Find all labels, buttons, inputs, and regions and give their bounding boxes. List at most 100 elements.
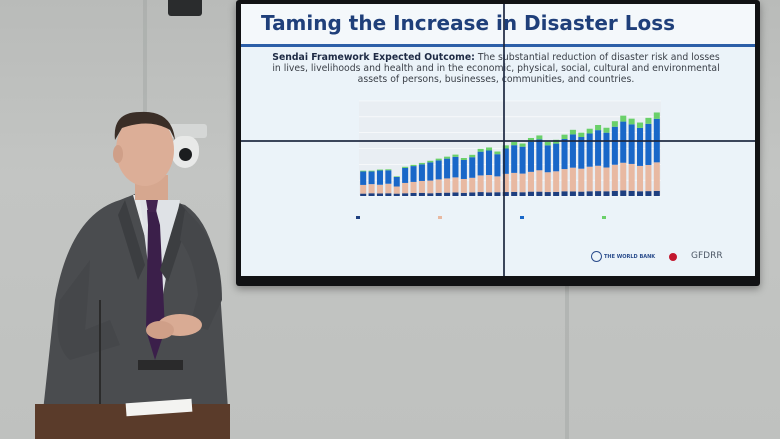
bar-segment-2013-s3 [637,122,644,128]
bar-segment-1980-s2 [360,171,367,185]
bar-segment-1996-s2 [494,154,501,177]
bar-segment-1991-s1 [452,177,459,193]
bar-segment-1992-s3 [460,158,467,160]
bar-segment-2012-s0 [628,190,635,196]
bar-segment-1996-s0 [494,192,501,196]
bar-segment-2005-s1 [569,167,576,192]
bar-segment-1992-s2 [460,159,467,179]
bar-segment-1982-s1 [376,184,383,194]
bar-segment-2010-s2 [611,126,618,165]
bar-segment-1983-s1 [385,183,392,194]
bar-segment-2002-s1 [544,172,551,193]
bar-segment-2005-s2 [569,134,576,168]
bar-segment-2004-s3 [561,134,568,139]
bar-segment-2014-s0 [645,191,652,196]
bar-segment-1984-s1 [393,186,400,194]
slide-title: Taming the Increase in Disaster Loss [261,11,676,35]
bar-segment-1986-s1 [410,181,417,193]
bar-segment-2011-s0 [620,190,627,196]
bar-segment-2008-s2 [595,130,602,166]
bar-segment-1999-s0 [519,192,526,196]
bar-segment-2009-s2 [603,132,610,168]
bar-segment-1985-s1 [402,182,409,194]
bar-segment-1999-s2 [519,146,526,174]
sendai-text: The substantial reduction of disaster ri… [272,52,720,85]
bar-segment-2000-s3 [527,137,534,142]
bar-segment-1993-s1 [469,177,476,193]
bar-segment-1986-s3 [410,164,417,167]
bar-segment-1989-s2 [435,160,442,180]
display-monitor: Taming the Increase in Disaster Loss Sen… [236,0,760,286]
bar-segment-1996-s3 [494,151,501,155]
bar-segment-2004-s2 [561,139,568,170]
bar-segment-2000-s1 [527,171,534,192]
bar-segment-2006-s3 [578,132,585,138]
bar-segment-2002-s2 [544,145,551,173]
bar-segment-1984-s2 [393,177,400,187]
bar-segment-1991-s2 [452,156,459,178]
bar-segment-1997-s0 [502,192,509,196]
bar-segment-1982-s2 [376,170,383,185]
security-camera [163,124,207,172]
bar-segment-1984-s3 [393,176,400,177]
bar-segment-1980-s0 [360,193,367,197]
bar-segment-1997-s3 [502,145,509,149]
bar-segment-1981-s0 [368,193,375,196]
bar-segment-1994-s1 [477,175,484,193]
bar-segment-1993-s0 [469,192,476,196]
bar-segment-2007-s0 [586,191,593,196]
bar-segment-2010-s3 [611,121,618,127]
bar-segment-2005-s0 [569,191,576,196]
bar-segment-1988-s1 [427,180,434,194]
slide: Taming the Increase in Disaster Loss Sen… [241,4,755,276]
bar-segment-1991-s3 [452,154,459,157]
bar-segment-2003-s1 [553,171,560,192]
bar-segment-2007-s1 [586,166,593,192]
bar-segment-2001-s1 [536,170,543,192]
bar-segment-2007-s3 [586,128,593,134]
bar-segment-1998-s1 [511,172,518,192]
bar-segment-2003-s2 [553,143,560,172]
bar-segment-1994-s0 [477,192,484,196]
bar-segment-1995-s2 [486,150,493,176]
bar-segment-2013-s2 [637,127,644,166]
bar-segment-1984-s0 [393,193,400,197]
sendai-label: Sendai Framework Expected Outcome: [272,52,475,63]
bar-segment-1987-s2 [418,164,425,181]
bar-segment-2008-s3 [595,124,602,131]
bar-segment-2015-s0 [653,190,660,196]
sendai-statement: Sendai Framework Expected Outcome: The s… [271,52,721,85]
bar-segment-1990-s2 [444,158,451,179]
bar-segment-2011-s2 [620,121,627,163]
bar-segment-1998-s3 [511,141,518,146]
bar-segment-1990-s3 [444,156,451,159]
bar-segment-1990-s0 [444,192,451,196]
bar-segment-2014-s1 [645,164,652,192]
video-wall-seam [241,140,755,142]
bar-segment-1985-s0 [402,193,409,196]
bar-segment-2011-s1 [620,162,627,191]
bar-segment-1985-s3 [402,166,409,168]
bar-segment-1999-s3 [519,143,526,147]
bar-segment-2006-s1 [578,168,585,192]
bar-segment-2014-s3 [645,117,652,124]
bar-segment-1981-s3 [368,170,375,172]
slide-title-bar: Taming the Increase in Disaster Loss [241,4,755,47]
bar-segment-1986-s2 [410,166,417,182]
bar-segment-1989-s0 [435,192,442,196]
globe-icon [591,251,602,262]
bar-segment-2009-s0 [603,191,610,196]
bar-segment-1983-s0 [385,193,392,196]
world-bank-logo: THE WORLD BANK [591,251,655,262]
bar-segment-2013-s0 [637,191,644,196]
bar-segment-1993-s2 [469,157,476,178]
bar-segment-2004-s0 [561,191,568,196]
bar-segment-1998-s2 [511,145,518,173]
bar-segment-1998-s0 [511,191,518,196]
bar-segment-1989-s1 [435,179,442,193]
bar-segment-2010-s0 [611,190,618,196]
japan-flag-icon [669,253,677,261]
bar-segment-2006-s2 [578,137,585,169]
bar-segment-2000-s2 [527,141,534,172]
